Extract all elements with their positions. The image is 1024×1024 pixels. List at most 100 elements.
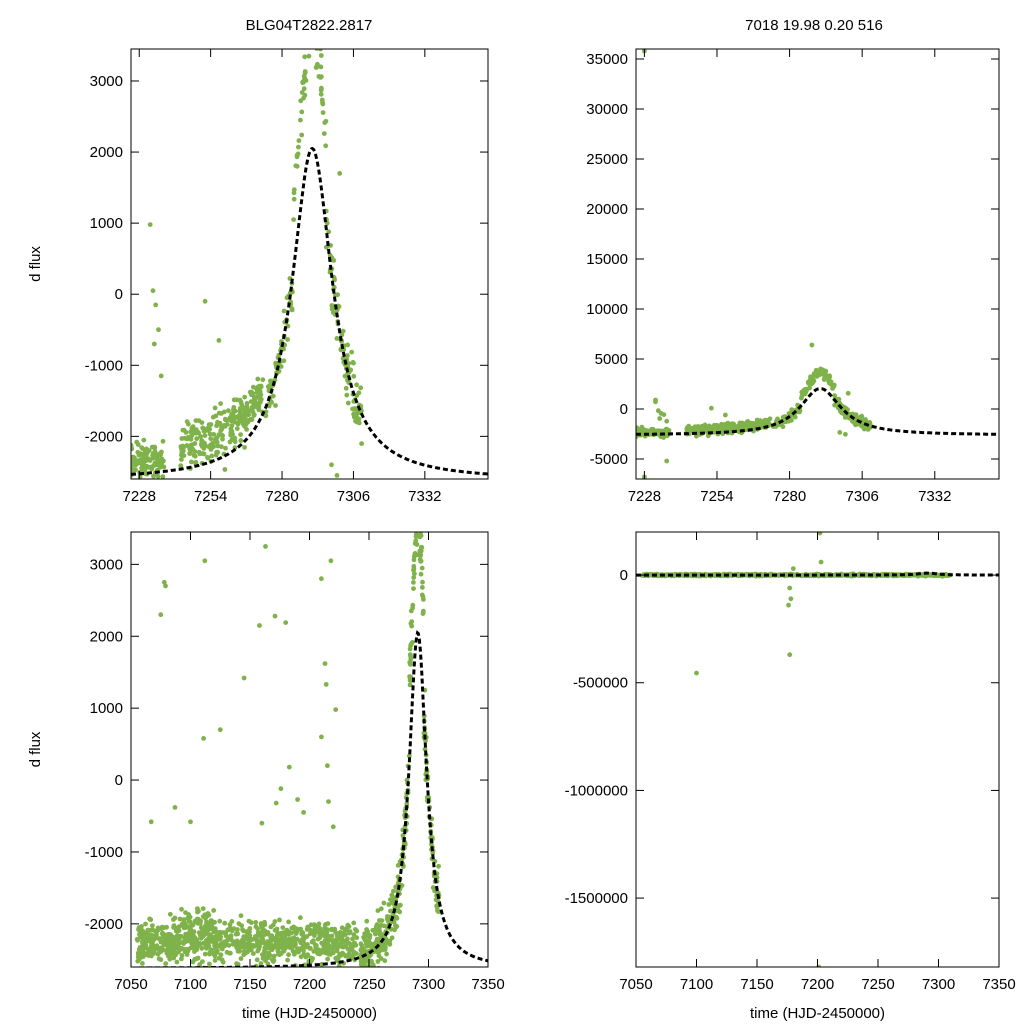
data-point bbox=[644, 428, 649, 434]
data-point bbox=[744, 421, 750, 427]
data-point bbox=[205, 911, 211, 916]
data-point bbox=[291, 190, 297, 196]
data-point bbox=[329, 462, 334, 468]
data-point bbox=[298, 915, 303, 921]
data-point bbox=[199, 420, 205, 425]
data-point bbox=[317, 932, 323, 938]
data-point bbox=[159, 924, 165, 930]
data-point bbox=[165, 953, 171, 959]
y-axis-label: d flux bbox=[27, 246, 44, 282]
data-point bbox=[377, 931, 382, 937]
data-point bbox=[212, 958, 218, 963]
data-point bbox=[278, 951, 284, 956]
data-point bbox=[789, 417, 794, 423]
data-point bbox=[335, 941, 341, 947]
y-tick-label: 1000 bbox=[90, 700, 123, 717]
y-tick-label: 1000 bbox=[90, 215, 123, 232]
data-point bbox=[327, 937, 333, 943]
data-point bbox=[308, 945, 313, 951]
data-point bbox=[186, 435, 192, 440]
data-point bbox=[156, 327, 161, 333]
y-axis-label: d flux bbox=[27, 731, 44, 767]
data-point bbox=[346, 951, 352, 957]
data-point bbox=[237, 406, 243, 411]
data-point bbox=[298, 98, 304, 104]
data-point bbox=[140, 446, 145, 451]
data-point bbox=[389, 935, 395, 941]
data-point bbox=[160, 438, 166, 444]
data-point bbox=[852, 421, 858, 426]
data-point bbox=[299, 109, 305, 115]
data-point bbox=[224, 949, 230, 955]
data-point bbox=[411, 586, 416, 591]
data-point bbox=[351, 920, 357, 926]
data-point bbox=[144, 446, 149, 452]
data-point bbox=[787, 585, 793, 591]
data-point bbox=[182, 435, 188, 441]
data-point bbox=[215, 443, 221, 449]
data-point bbox=[136, 925, 142, 930]
data-point bbox=[228, 426, 234, 432]
data-point bbox=[408, 621, 414, 626]
data-point bbox=[281, 358, 287, 364]
data-point bbox=[244, 944, 250, 950]
data-point bbox=[419, 565, 425, 571]
data-point bbox=[342, 927, 348, 933]
data-point bbox=[661, 412, 667, 417]
data-point bbox=[411, 575, 417, 580]
data-point bbox=[418, 571, 424, 577]
data-point bbox=[807, 385, 812, 391]
data-point bbox=[188, 429, 194, 435]
data-point bbox=[362, 931, 368, 936]
observations-top-right bbox=[636, 49, 873, 479]
data-point bbox=[160, 474, 166, 479]
data-point bbox=[738, 424, 743, 430]
data-point bbox=[298, 117, 303, 123]
data-point bbox=[167, 911, 173, 917]
data-point bbox=[725, 424, 731, 429]
data-point bbox=[280, 925, 286, 930]
data-point bbox=[148, 917, 154, 923]
data-point bbox=[344, 392, 350, 398]
data-point bbox=[413, 513, 418, 518]
data-point bbox=[430, 885, 436, 890]
data-point bbox=[181, 453, 187, 458]
data-point bbox=[830, 384, 836, 389]
data-point bbox=[199, 945, 205, 951]
data-point bbox=[328, 558, 334, 564]
data-point bbox=[317, 926, 323, 931]
data-point bbox=[832, 393, 837, 398]
data-point bbox=[817, 532, 823, 536]
data-point bbox=[714, 423, 720, 428]
data-point bbox=[347, 929, 353, 934]
x-tick-label: 7332 bbox=[408, 488, 441, 505]
data-point bbox=[153, 933, 159, 938]
data-point bbox=[295, 946, 300, 951]
data-point bbox=[304, 934, 310, 939]
x-tick-label: 7250 bbox=[352, 976, 385, 993]
data-point bbox=[314, 39, 319, 44]
plot-frame bbox=[130, 531, 489, 968]
data-point bbox=[376, 953, 382, 959]
data-point bbox=[318, 91, 324, 97]
data-point bbox=[270, 393, 276, 399]
data-point bbox=[212, 919, 218, 925]
data-point bbox=[184, 952, 190, 957]
data-point bbox=[217, 727, 223, 733]
data-point bbox=[144, 455, 149, 460]
data-point bbox=[370, 927, 376, 933]
y-tick-label: 2000 bbox=[90, 628, 123, 645]
data-point bbox=[286, 764, 292, 770]
data-point bbox=[315, 61, 320, 67]
data-point bbox=[164, 935, 170, 941]
data-point bbox=[151, 445, 157, 450]
data-point bbox=[410, 640, 415, 645]
data-point bbox=[322, 925, 327, 931]
data-point bbox=[262, 930, 267, 936]
data-point bbox=[319, 734, 324, 740]
x-tick-label: 7100 bbox=[680, 976, 713, 993]
data-point bbox=[314, 49, 317, 50]
data-point bbox=[254, 957, 260, 963]
data-point bbox=[705, 433, 711, 439]
data-point bbox=[408, 659, 413, 665]
